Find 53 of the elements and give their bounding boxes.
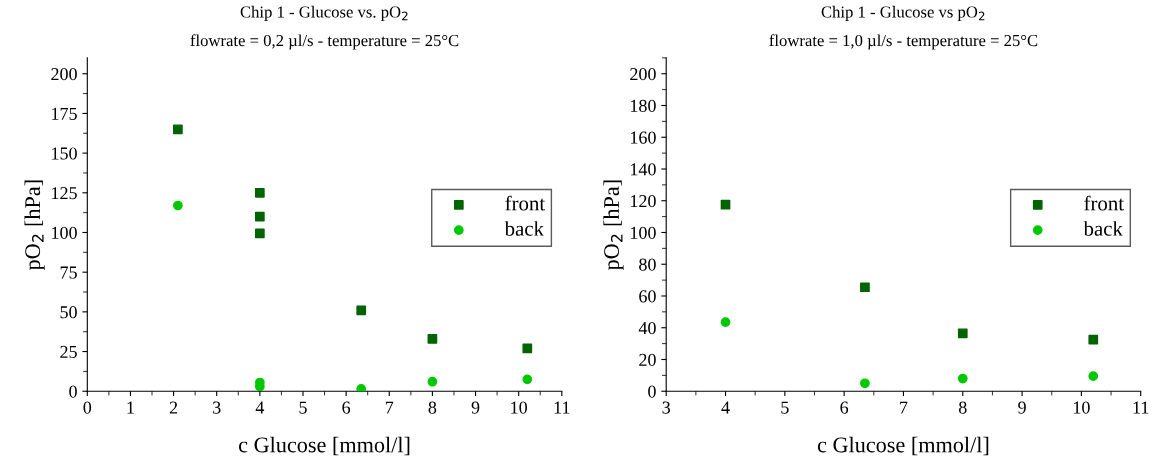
x-tick-label: 5	[299, 401, 307, 414]
y-tick-label: 120	[630, 195, 656, 208]
y-tick-label: 80	[639, 258, 656, 271]
y-tick-label: 40	[638, 322, 656, 335]
x-tick-label: 5	[781, 401, 789, 414]
y-tick-label: 160	[630, 131, 656, 144]
legend-label: front	[505, 195, 546, 211]
chart-title: Chip 1 - Glucose vs. pO$_{2}$	[240, 5, 408, 21]
chart-subtitle: flowrate = 0,2 µl/s - temperature = 25°C	[190, 34, 459, 50]
legend-label: front	[1084, 195, 1124, 211]
x-tick-label: 10	[1073, 401, 1090, 414]
y-tick-label: 60	[639, 290, 656, 303]
x-tick-label: 11	[1133, 401, 1149, 414]
y-tick-label: 0	[69, 385, 77, 398]
x-tick-label: 0	[83, 401, 92, 414]
x-tick-label: 4	[255, 401, 265, 414]
x-tick-label: 7	[385, 401, 394, 414]
y-tick-label: 200	[51, 68, 77, 81]
y-tick-label: 125	[52, 187, 77, 200]
y-tick-label: 100	[52, 226, 77, 239]
y-tick-label: 100	[630, 226, 656, 239]
x-tick-label: 11	[554, 401, 570, 414]
y-tick-label: 0	[648, 385, 656, 398]
x-tick-label: 9	[471, 401, 480, 414]
x-axis-title: c Glucose [mmol/l]	[817, 436, 989, 456]
x-tick-label: 6	[342, 401, 351, 414]
x-tick-label: 8	[958, 401, 967, 414]
x-tick-label: 7	[900, 401, 908, 414]
y-tick-label: 50	[60, 306, 77, 319]
y-tick-label: 25	[60, 345, 77, 358]
x-tick-label: 9	[1018, 401, 1026, 414]
y-axis-title: pO$_{2}$ [hPa]	[24, 180, 45, 271]
legend-label: back	[504, 221, 544, 236]
y-tick-label: 175	[52, 107, 77, 120]
chart-subtitle: flowrate = 1,0 µl/s - temperature = 25°C	[769, 34, 1038, 50]
y-tick-label: 75	[60, 266, 77, 279]
x-tick-label: 8	[428, 401, 437, 414]
x-tick-label: 1	[127, 401, 134, 414]
x-tick-label: 2	[169, 401, 178, 414]
x-tick-label: 10	[511, 401, 528, 414]
y-tick-label: 200	[630, 68, 656, 81]
chart-title: Chip 1 - Glucose vs pO$_{2}$	[821, 5, 985, 21]
y-tick-label: 140	[630, 163, 656, 176]
y-tick-label: 150	[52, 147, 77, 160]
x-tick-label: 4	[721, 401, 730, 414]
x-tick-label: 3	[662, 401, 671, 414]
x-tick-label: 6	[840, 401, 849, 414]
y-axis-title: pO$_{2}$ [hPa]	[603, 180, 624, 271]
y-tick-label: 180	[630, 99, 656, 112]
x-axis-title: c Glucose [mmol/l]	[239, 436, 410, 456]
legend-label: back	[1083, 221, 1123, 236]
x-tick-label: 3	[213, 401, 221, 414]
y-tick-label: 20	[639, 353, 656, 366]
